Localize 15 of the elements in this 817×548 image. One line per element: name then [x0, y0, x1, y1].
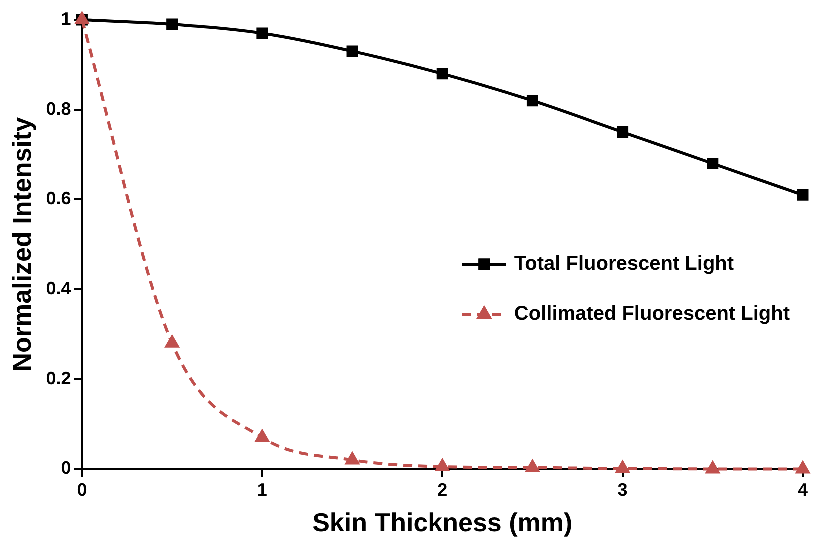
x-tick-label: 0	[77, 480, 88, 500]
y-tick-label: 0.8	[46, 98, 72, 119]
y-tick-label: 0	[61, 458, 72, 478]
x-tick-label: 3	[618, 480, 628, 500]
x-tick-label: 2	[438, 480, 448, 500]
legend-label: Collimated Fluorescent Light	[514, 303, 790, 326]
y-tick-label: 0.4	[46, 278, 72, 298]
x-tick-label: 1	[257, 480, 268, 500]
y-tick-label: 0.6	[46, 188, 72, 209]
y-tick-label: 0.2	[46, 368, 72, 388]
legend-label: Total Fluorescent Light	[514, 253, 734, 276]
y-tick-label: 1	[61, 8, 72, 29]
x-tick-label: 4	[798, 480, 808, 500]
x-axis-title: Skin Thickness (mm)	[312, 508, 573, 538]
y-axis-title: Normalized Intensity	[6, 116, 37, 372]
